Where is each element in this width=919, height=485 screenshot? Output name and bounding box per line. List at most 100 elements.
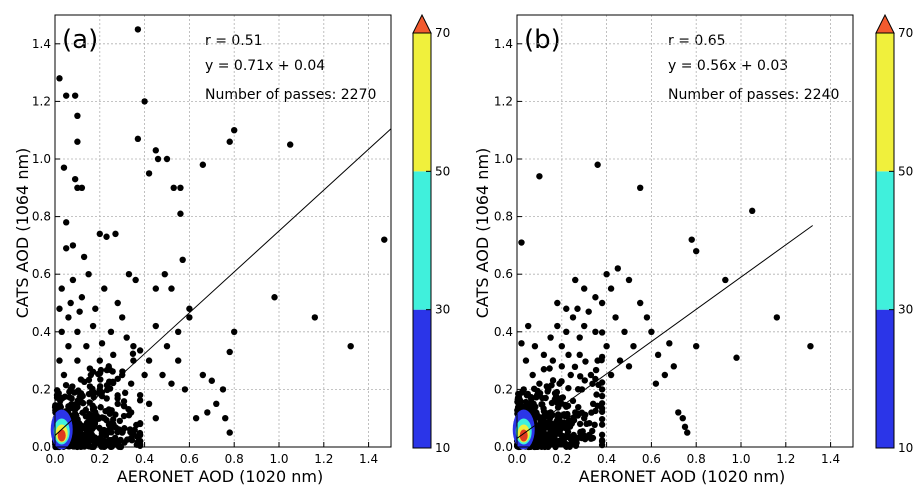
data-point	[598, 386, 606, 393]
data-point	[614, 265, 621, 272]
data-point	[681, 423, 689, 431]
data-point	[120, 398, 128, 405]
data-point	[598, 415, 606, 423]
data-point	[67, 299, 74, 307]
data-point	[141, 98, 148, 105]
data-point	[62, 92, 70, 99]
data-point	[586, 419, 593, 427]
data-point	[159, 371, 166, 379]
data-point	[559, 432, 566, 440]
data-point	[693, 343, 700, 350]
data-point	[152, 415, 159, 422]
data-point	[56, 75, 63, 82]
data-point	[125, 271, 133, 278]
data-point	[71, 92, 79, 99]
data-point	[80, 253, 88, 261]
data-point	[569, 314, 577, 321]
data-point	[612, 314, 619, 321]
colorbar-band	[413, 171, 431, 310]
data-point	[520, 386, 527, 393]
data-point	[575, 403, 582, 411]
data-point	[643, 314, 651, 321]
data-point	[607, 371, 615, 379]
data-point	[119, 429, 126, 436]
data-point	[587, 371, 595, 379]
data-point	[589, 427, 596, 435]
data-point	[549, 357, 557, 364]
colorbar: 10 30 50 70	[412, 13, 450, 455]
data-point	[518, 340, 525, 347]
data-point	[107, 328, 115, 335]
data-point	[547, 334, 554, 341]
y-tick-label: 0.8	[32, 210, 51, 224]
data-point	[648, 328, 655, 335]
data-point	[74, 328, 81, 335]
data-point	[134, 26, 142, 33]
data-point	[568, 420, 575, 427]
y-tick-label: 1.0	[494, 152, 513, 166]
data-point	[163, 343, 171, 350]
data-point	[616, 357, 624, 364]
x-tick-label: 0.2	[552, 452, 571, 466]
data-point	[576, 351, 583, 359]
data-point	[136, 397, 144, 404]
data-point	[287, 141, 294, 148]
data-point	[175, 357, 182, 364]
data-point	[222, 415, 229, 422]
x-tick-label: 1.4	[821, 452, 840, 466]
data-point	[540, 351, 548, 359]
data-point	[91, 434, 98, 441]
data-point	[598, 400, 606, 407]
data-point	[563, 328, 570, 335]
data-point	[226, 138, 233, 145]
annotation-fit-equation: y = 0.56x + 0.03	[668, 58, 788, 74]
data-point	[69, 276, 77, 284]
data-point	[152, 285, 159, 292]
data-point	[598, 421, 606, 428]
data-point	[152, 322, 159, 330]
data-point	[136, 347, 144, 354]
data-point	[96, 386, 104, 393]
data-point	[581, 285, 588, 292]
data-point	[83, 429, 90, 437]
data-point	[578, 434, 585, 442]
data-point	[119, 371, 126, 379]
data-point	[74, 184, 81, 191]
data-point	[56, 305, 63, 312]
panel-label: (b)	[524, 25, 561, 55]
data-point	[693, 247, 700, 255]
y-tick-label: 0.0	[494, 440, 513, 454]
data-point	[56, 357, 63, 364]
colorbar-band	[876, 171, 894, 310]
colorbar-tick-label: 30	[898, 303, 913, 317]
data-point	[581, 377, 588, 384]
y-tick-label: 0.6	[494, 267, 513, 281]
data-point	[145, 170, 153, 177]
data-point	[116, 417, 124, 425]
colorbar-band	[413, 309, 431, 448]
data-point	[226, 348, 233, 356]
data-point	[562, 440, 569, 447]
data-point	[592, 366, 600, 374]
data-point	[136, 391, 144, 399]
data-point	[536, 173, 543, 180]
data-point	[666, 340, 673, 347]
data-point	[89, 322, 97, 330]
data-point	[213, 400, 220, 407]
y-tick-label: 1.2	[494, 94, 513, 108]
data-point	[540, 366, 548, 373]
data-point	[637, 184, 644, 191]
data-point	[684, 429, 691, 436]
data-point	[589, 400, 597, 407]
data-point	[219, 386, 227, 393]
data-point	[92, 409, 99, 416]
x-tick-label: 1.0	[731, 452, 750, 466]
data-point	[161, 271, 168, 278]
annotation-r: r = 0.65	[668, 33, 726, 49]
data-point	[101, 415, 108, 422]
data-point	[567, 371, 574, 379]
data-point	[61, 393, 69, 400]
data-point	[539, 394, 546, 402]
data-point	[145, 357, 153, 364]
